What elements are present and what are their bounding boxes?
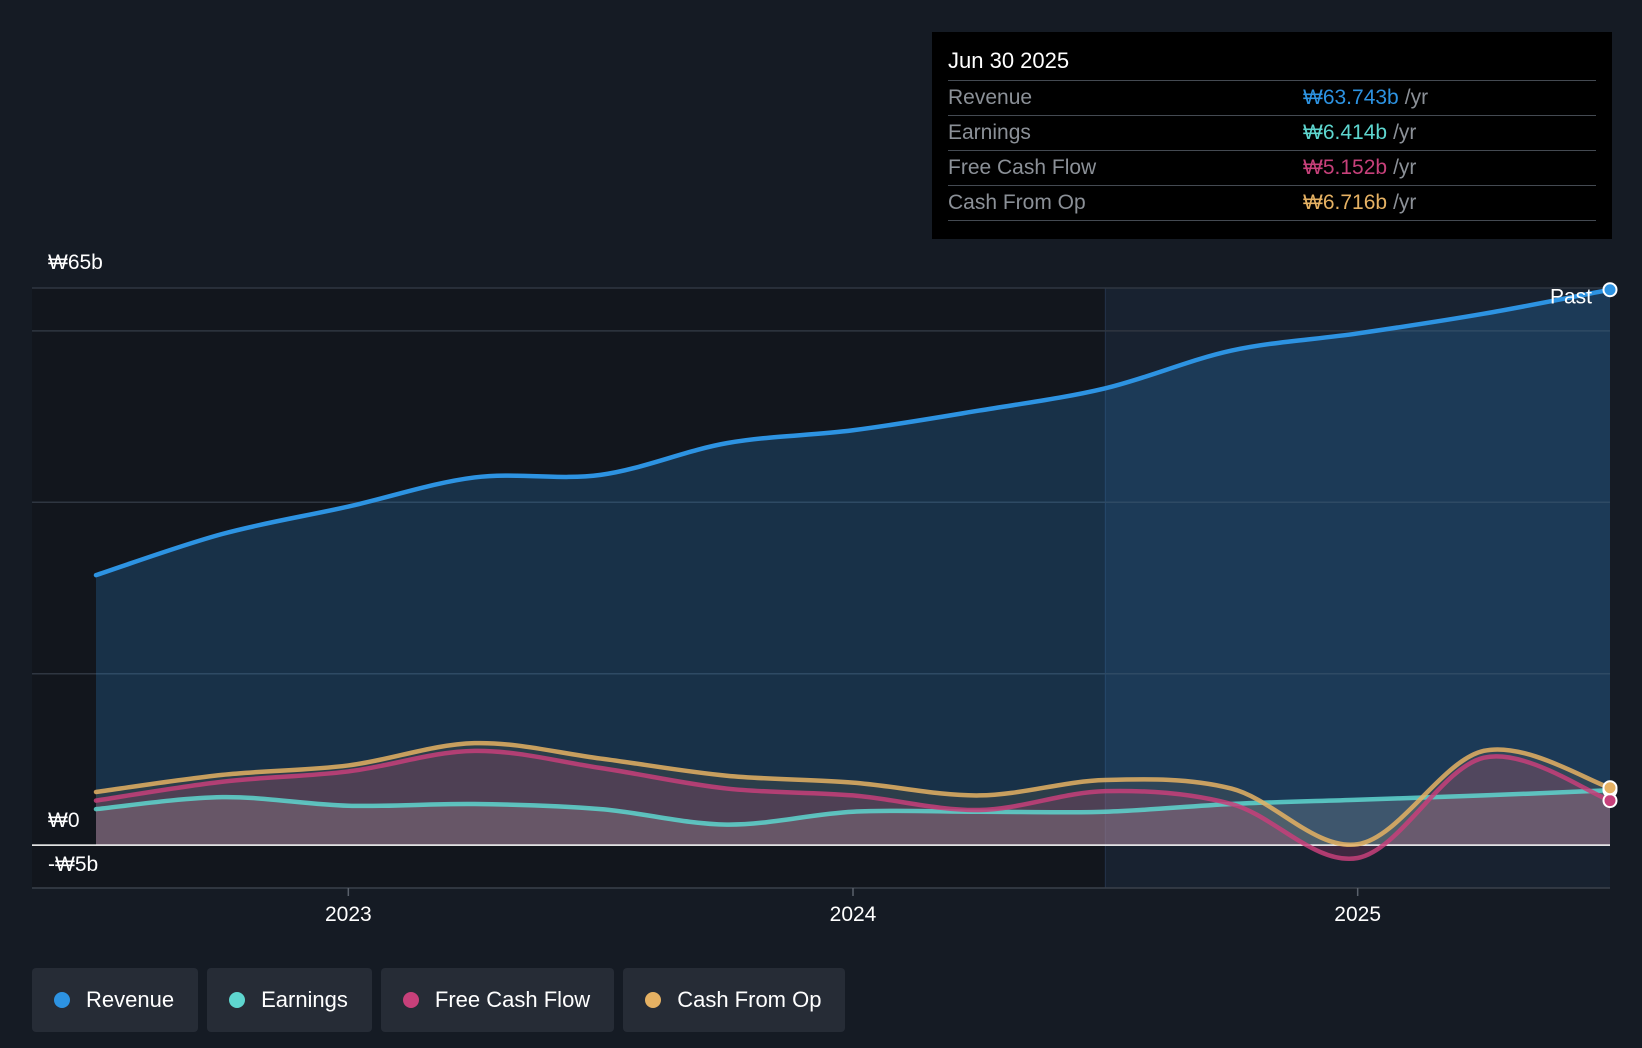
legend-dot-icon [54,992,70,1008]
legend-item-revenue[interactable]: Revenue [32,968,199,1032]
legend-label: Earnings [261,987,348,1012]
tooltip-label: Revenue [948,86,1033,109]
earnings-line [93,788,1613,827]
tooltip-date: Jun 30 2025 [948,46,1596,81]
legend-item-free-cash-flow[interactable]: Free Cash Flow [380,968,615,1032]
tooltip-panel: Jun 30 2025 Revenue ₩63.743b /yr Earning… [932,32,1612,239]
tooltip-value: ₩6.716b [1303,191,1388,214]
cash-from-op-end-dot [1602,780,1618,796]
cash-from-op-line [93,740,1613,848]
x-tick-label: 2024 [830,903,877,926]
legend-dot-icon [402,992,419,1008]
tooltip-unit: /yr [1404,86,1429,109]
tooltip-row-free-cash-flow: Free Cash Flow ₩5.152b /yr [948,151,1596,186]
legend-item-cash-from-op[interactable]: Cash From Op [623,968,846,1032]
tooltip-unit: /yr [1393,121,1417,144]
revenue-area [96,289,1610,846]
y-axis-bottom-label: -₩5b [48,853,99,876]
tooltip-value: ₩5.152b [1303,156,1388,179]
free-cash-flow-area [96,750,1610,859]
y-axis-top-label: ₩65b [48,251,103,274]
x-tick-label: 2025 [1334,903,1381,926]
tooltip-row-earnings: Earnings ₩6.414b /yr [948,116,1596,151]
legend-label: Cash From Op [677,987,822,1012]
past-region [32,288,1106,888]
y-axis-zero-label: ₩0 [48,809,80,832]
tooltip-value: ₩6.414b [1303,121,1388,144]
legend-label: Free Cash Flow [434,987,591,1012]
free-cash-flow-line [93,748,1613,862]
revenue-end-dot [1602,282,1618,298]
tooltip-value: ₩63.743b [1303,86,1399,109]
legend-dot-icon [229,992,246,1008]
tooltip-label: Cash From Op [948,191,1086,214]
tooltip-label: Free Cash Flow [948,156,1097,179]
tooltip-unit: /yr [1393,156,1417,179]
legend-label: Revenue [86,987,175,1012]
revenue-line [93,287,1613,578]
tooltip-row-revenue: Revenue ₩63.743b /yr [948,81,1596,116]
past-label: Past [1550,285,1592,308]
legend: Revenue Earnings Free Cash Flow Cash Fro… [32,968,846,1032]
tooltip-row-cash-from-op: Cash From Op ₩6.716b /yr [948,186,1596,221]
legend-item-earnings[interactable]: Earnings [207,968,372,1032]
x-tick-label: 2023 [325,903,372,926]
tooltip-label: Earnings [948,121,1031,144]
recent-region [1105,288,1610,888]
tooltip-unit: /yr [1393,191,1417,214]
free-cash-flow-end-dot [1602,793,1618,809]
legend-dot-icon [645,992,662,1008]
